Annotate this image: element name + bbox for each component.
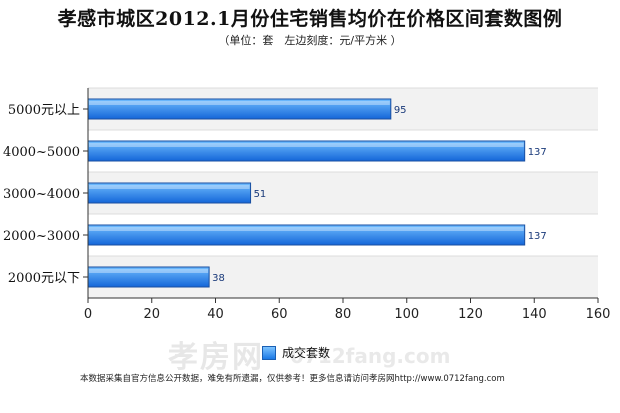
bar-highlight: [89, 269, 209, 273]
x-tick-label: 0: [84, 307, 92, 322]
watermark-brand: 孝房网: [168, 340, 264, 375]
value-label: 95: [394, 105, 407, 116]
labels: 0 20 40 60 80 100 120 140 160 5000元以上 95 4000~5000 1…: [3, 103, 610, 322]
legend-swatch: [262, 345, 276, 360]
bar-highlight: [89, 185, 250, 189]
category-label: 2000元以下: [8, 271, 80, 286]
bar-highlight: [89, 143, 524, 147]
value-label: 51: [254, 189, 267, 200]
bar-highlight: [89, 227, 524, 231]
x-tick-label: 140: [522, 307, 547, 322]
category-label: 5000元以上: [8, 103, 80, 118]
category-label: 4000~5000: [3, 145, 80, 160]
grid-lines: [88, 87, 598, 257]
x-tick-label: 100: [394, 307, 419, 322]
chart-title: 孝感市城区2012.1月份住宅销售均价在价格区间套数图例: [57, 8, 563, 30]
x-tick-label: 80: [335, 307, 352, 322]
x-tick-label: 60: [271, 307, 288, 322]
footer-note: 本数据采集自官方信息公开数据，难免有所遗漏，仅供参考！更多信息请访问孝房网htt…: [80, 374, 505, 384]
bars: [87, 98, 526, 288]
value-label: 38: [212, 273, 225, 284]
x-tick-label: 120: [458, 307, 483, 322]
category-label: 2000~3000: [3, 229, 80, 244]
value-label: 137: [528, 147, 547, 158]
watermark-url: 0712fang.com: [290, 344, 451, 368]
value-label: 137: [528, 231, 547, 242]
x-tick-label: 20: [143, 307, 160, 322]
axes: [83, 88, 599, 303]
category-label: 3000~4000: [3, 187, 80, 202]
bar-highlight: [89, 101, 390, 105]
chart-subtitle: （单位：套 左边刻度：元/平方米 ）: [218, 34, 402, 47]
legend: 成交套数: [262, 344, 330, 361]
legend-label: 成交套数: [282, 346, 331, 360]
x-tick-label: 160: [586, 307, 611, 322]
x-tick-label: 40: [207, 307, 224, 322]
